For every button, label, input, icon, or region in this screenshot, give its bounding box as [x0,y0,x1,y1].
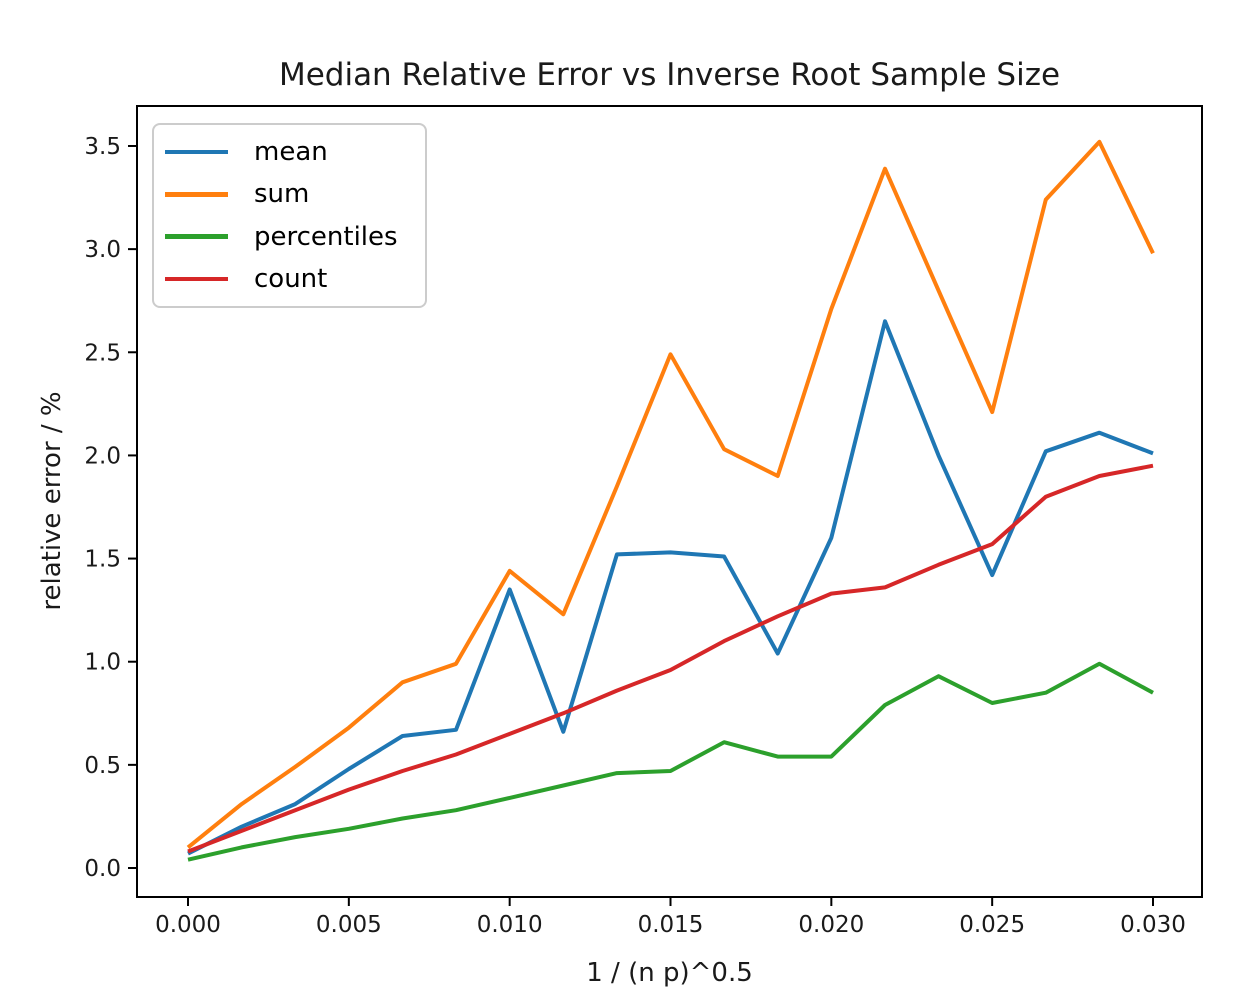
x-tick-label: 0.025 [959,912,1025,938]
series-line-mean [187,319,1154,856]
legend-item-percentiles: percentiles [154,217,425,257]
x-tick-label: 0.010 [477,912,543,938]
legend: mean sum percentiles count [152,123,427,308]
legend-label: percentiles [254,221,398,252]
series-line-sum [186,139,1155,849]
y-tick-label: 2.5 [84,340,121,366]
y-tick-label: 1.5 [84,547,121,573]
x-tick-label: 0.030 [1120,912,1186,938]
chart-title: Median Relative Error vs Inverse Root Sa… [278,57,1061,93]
legend-item-count: count [154,259,425,299]
legend-line-swatch [165,234,228,239]
x-tick-label: 0.020 [798,912,864,938]
y-tick-label: 2.0 [84,443,121,469]
y-tick-label: 0.0 [84,856,121,882]
legend-item-mean: mean [154,132,425,172]
legend-line-swatch [165,149,228,155]
legend-line-swatch [165,192,228,197]
y-tick-label: 3.5 [84,134,121,160]
series-line-percentiles [187,661,1154,862]
legend-item-sum: sum [154,174,425,214]
y-tick-label: 0.5 [84,753,121,779]
y-axis-label: relative error / % [37,391,67,611]
y-tick-label: 1.0 [84,650,121,676]
x-tick-label: 0.015 [638,912,704,938]
x-axis-label: 1 / (n p)^0.5 [586,958,753,988]
legend-line-swatch [165,276,228,282]
legend-label: sum [254,179,310,210]
x-tick-label: 0.000 [155,912,221,938]
series-line-count [187,463,1154,854]
legend-label: count [254,263,328,294]
y-tick-label: 3.0 [84,237,121,263]
legend-label: mean [254,137,328,168]
plot-spines [136,105,1203,898]
x-tick-label: 0.005 [316,912,382,938]
